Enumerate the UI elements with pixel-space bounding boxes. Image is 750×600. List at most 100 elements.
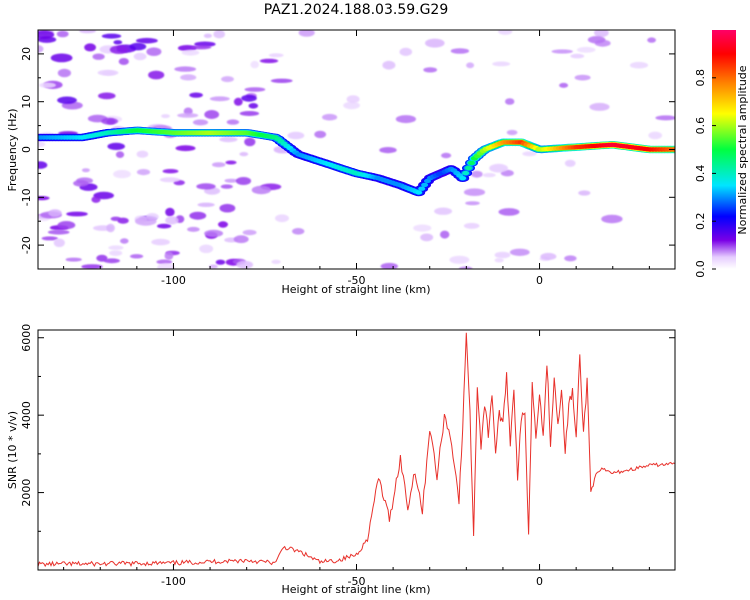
spectrogram-noise-blob bbox=[420, 233, 434, 242]
spectrogram-noise-blob bbox=[135, 216, 157, 226]
spectrogram-xtick-label: -100 bbox=[161, 274, 186, 287]
spectrogram-noise-blob bbox=[551, 49, 573, 54]
spectrogram-ytick-label: -20 bbox=[20, 236, 33, 254]
colorbar-tick-label: 0.0 bbox=[694, 260, 707, 278]
spectrogram-noise-blob bbox=[587, 36, 606, 44]
spectrogram-noise-blob bbox=[39, 82, 56, 88]
spectrogram-noise-blob bbox=[38, 45, 44, 53]
spectrogram-noise-blob bbox=[576, 46, 596, 53]
spectrogram-noise-blob bbox=[594, 30, 609, 38]
spectrogram-xtick-label: -50 bbox=[348, 274, 366, 287]
spectrogram-noise-blob bbox=[118, 58, 129, 65]
spectrogram-noise-blob bbox=[434, 207, 453, 215]
spectrogram-noise-blob bbox=[65, 257, 82, 262]
spectrogram-noise-blob bbox=[57, 68, 71, 78]
spectrogram-noise-blob bbox=[177, 113, 199, 118]
spectrogram-noise-blob bbox=[466, 62, 475, 69]
snr-plot: -100 -50 0 2000 4000 6000 Height of straight … bbox=[6, 324, 676, 596]
spectrogram-noise-blob bbox=[164, 251, 174, 260]
spectrogram-noise-blob bbox=[50, 53, 73, 63]
spectrogram-noise-blob bbox=[136, 37, 158, 44]
spectrogram-noise-blob bbox=[203, 33, 212, 38]
spectrogram-noise-blob bbox=[219, 136, 238, 143]
spectrogram-noise-blob bbox=[98, 92, 116, 100]
spectrogram-noise-blob bbox=[343, 101, 360, 110]
spectrogram-noise-blob bbox=[506, 129, 518, 136]
spectrogram-noise-blob bbox=[465, 201, 480, 206]
spectrogram-noise-blob bbox=[494, 251, 511, 259]
spectrogram-noise-blob bbox=[109, 45, 129, 54]
spectrogram-noise-blob bbox=[38, 141, 46, 148]
spectrogram-noise-blob bbox=[209, 96, 230, 102]
spectrogram-noise-blob bbox=[578, 190, 591, 196]
spectrogram-noise-blob bbox=[220, 184, 233, 189]
colorbar-label: Normalized spectral amplitude bbox=[736, 65, 749, 234]
spectrogram-noise-blob bbox=[81, 264, 103, 269]
spectrogram-noise-blob bbox=[38, 196, 50, 201]
spectrogram-noise-blob bbox=[489, 163, 508, 173]
spectrogram-noise-blob bbox=[219, 203, 236, 213]
spectrogram-noise-blob bbox=[148, 70, 165, 80]
spectrogram-noise-blob bbox=[379, 147, 397, 154]
spectrogram-noise-blob bbox=[174, 66, 197, 72]
spectrogram-noise-blob bbox=[314, 130, 327, 139]
spectrogram-noise-blob bbox=[239, 152, 249, 157]
colorbar-tick-label: 0.4 bbox=[694, 165, 707, 183]
spectrogram-noise-blob bbox=[97, 69, 119, 76]
spectrogram-noise-blob bbox=[66, 211, 88, 217]
spectrogram-noise-blob bbox=[196, 183, 216, 190]
snr-xtick-label: 0 bbox=[536, 575, 543, 588]
colorbar-tick-label: 0.2 bbox=[694, 212, 707, 230]
colorbar-tick-label: 0.8 bbox=[694, 69, 707, 87]
spectrogram-noise-blob bbox=[268, 53, 284, 58]
colorbar-tick-label: 0.6 bbox=[694, 117, 707, 135]
spectrogram-noise-blob bbox=[450, 48, 470, 54]
spectrogram-ytick-label: 0 bbox=[20, 146, 33, 153]
spectrogram-noise-blob bbox=[239, 111, 260, 116]
spectrogram-noise-blob bbox=[101, 33, 122, 39]
spectrogram-noise-blob bbox=[115, 151, 125, 159]
spectrogram-noise-blob bbox=[413, 224, 432, 232]
spectrogram-noise-blob bbox=[189, 211, 207, 220]
spectrogram-noise-blob bbox=[647, 37, 656, 43]
snr-xtick-label: -50 bbox=[348, 575, 366, 588]
spectrogram-ytick-label: 10 bbox=[20, 95, 33, 109]
spectrogram-xlabel: Height of straight line (km) bbox=[281, 283, 430, 296]
spectrogram-noise-blob bbox=[53, 238, 65, 248]
spectrogram-noise-blob bbox=[471, 170, 483, 178]
spectrogram-noise-blob bbox=[146, 47, 162, 56]
spectrogram-noise-blob bbox=[399, 47, 413, 57]
spectrogram-noise-blob bbox=[38, 161, 48, 169]
spectrogram-noise-blob bbox=[225, 160, 237, 165]
spectrogram-noise-blob bbox=[192, 119, 209, 126]
spectrogram-ridge-cell bbox=[468, 160, 475, 166]
spectrogram-noise-blob bbox=[165, 207, 175, 217]
spectrogram-noise-blob bbox=[108, 245, 124, 250]
spectrogram-noise-blob bbox=[574, 74, 591, 81]
spectrogram-noise-blob bbox=[84, 43, 96, 52]
spectrogram-noise-blob bbox=[56, 30, 69, 38]
spectrogram-noise-blob bbox=[233, 97, 243, 106]
spectrogram-noise-blob bbox=[113, 40, 123, 45]
spectrogram-noise-blob bbox=[157, 223, 172, 229]
spectrogram-noise-blob bbox=[224, 178, 238, 183]
spectrogram-noise-blob bbox=[197, 202, 215, 207]
snr-xlabel: Height of straight line (km) bbox=[281, 583, 430, 596]
colorbar: 0.0 0.2 0.4 0.6 0.8 Normalized spectral ampl… bbox=[694, 30, 749, 278]
spectrogram-noise-blob bbox=[440, 230, 450, 239]
spectrogram-noise-blob bbox=[270, 78, 293, 84]
spectrogram-noise-blob bbox=[191, 45, 212, 50]
spectrogram-noise-blob bbox=[423, 67, 438, 73]
spectrogram-noise-blob bbox=[136, 150, 149, 158]
spectrogram-ridge-cell bbox=[459, 176, 467, 181]
spectrogram-noise-blob bbox=[165, 216, 179, 225]
spectrogram-noise-blob bbox=[241, 94, 257, 102]
spectrogram-noise-blob bbox=[57, 96, 77, 104]
spectrogram-noise-blob bbox=[522, 151, 537, 157]
spectrogram-noise-blob bbox=[509, 248, 530, 256]
snr-ytick-label: 6000 bbox=[20, 324, 33, 352]
spectrogram-noise-blob bbox=[110, 216, 122, 221]
spectrogram-noise-blob bbox=[136, 169, 151, 176]
spectrogram-noise-blob bbox=[248, 103, 259, 109]
spectrogram-noise-blob bbox=[449, 255, 470, 264]
